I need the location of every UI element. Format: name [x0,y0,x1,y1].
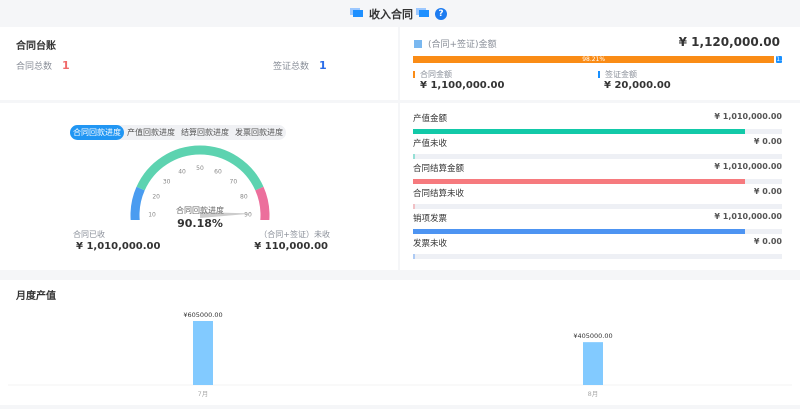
progress-card: 产值金额 ¥ 1,010,000.00 产值未收 ¥ 0.00 合同结算金额 ¥ 1,… [400,103,800,270]
progress-value: ¥ 1,010,000.00 [714,212,782,221]
tab-invoice-collection[interactable]: 发票回款进度 [235,128,283,137]
visa-total-label: 签证总数 [273,62,310,72]
progress-row: 产值未收 ¥ 0.00 [413,137,782,159]
gauge-tick-label: 50 [196,165,204,172]
progress-bar [413,129,782,134]
progress-bar-fill [413,154,415,159]
bar-data-label: ¥405000.00 [573,332,612,340]
gauge-tick-label: 80 [240,193,248,200]
gauge-tick-label: 90 [244,211,252,218]
gauge-tick-label: 40 [178,168,186,175]
gauge-tabs: 合同回款进度 产值回款进度 结算回款进度 发票回款进度 [70,125,286,140]
received-value: ¥ 1,010,000.00 [76,241,161,252]
gauge-tick-label: 20 [152,193,160,200]
gauge-tick-label: 10 [148,211,156,218]
help-icon[interactable]: ? [435,7,447,20]
contract-icon [419,10,429,17]
gauge-tick-label: 30 [163,178,171,185]
ledger-title: 合同台账 [16,41,56,52]
unreceived-value: ¥ 110,000.00 [254,241,328,252]
amount-card: (合同+签证)金额 ¥ 1,120,000.00 98.21% 1. 合同金额 … [400,27,800,100]
amount-total: ¥ 1,120,000.00 [678,35,780,49]
visa-total: 1 [319,59,327,72]
filter-icon [414,39,422,48]
bar [193,321,213,385]
unreceived-label: （合同+签证）未收 [259,230,330,239]
progress-row: 销项发票 ¥ 1,010,000.00 [413,212,782,234]
visa-amount-value: ¥ 20,000.00 [604,80,671,91]
contract-ratio-segment: 98.21% [413,56,775,63]
monthly-output-title: 月度产值 [16,291,56,302]
tab-contract-collection[interactable]: 合同回款进度 [70,125,124,140]
page-title: 收入合同 [369,7,413,21]
gauge-tick-label: 70 [230,178,238,185]
progress-label: 产值金额 [413,114,448,124]
progress-bar-fill [413,229,746,234]
visa-amount-label: 签证金额 [605,70,637,79]
progress-value: ¥ 0.00 [753,237,782,246]
progress-bar [413,154,782,159]
monthly-output-card: 月度产值 ¥605000.00 7月 ¥405000.00 8月 [0,280,800,405]
amount-label: (合同+签证)金额 [428,40,497,50]
progress-label: 发票未收 [413,239,448,249]
x-tick-label: 8月 [588,390,599,398]
visa-legend-marker [598,71,600,78]
progress-row: 发票未收 ¥ 0.00 [413,237,782,259]
tab-output-collection[interactable]: 产值回款进度 [127,128,175,137]
progress-value: ¥ 0.00 [753,187,782,196]
monthly-output-chart: ¥605000.00 7月 ¥405000.00 8月 [8,311,792,398]
progress-bar-fill [413,254,415,259]
tab-settlement-collection[interactable]: 结算回款进度 [181,128,229,137]
progress-bar [413,179,782,184]
contract-total-label: 合同总数 [16,62,53,72]
gauge-title: 合同回款进度 [176,206,224,215]
gauge-chart: 0102030405060708090100 [130,145,270,220]
ledger-card: 合同台账 合同总数 1 签证总数 1 [0,27,398,100]
progress-row: 合同结算金额 ¥ 1,010,000.00 [413,162,782,184]
visa-ratio-segment: 1. [776,56,782,63]
progress-bar-fill [413,179,746,184]
contract-legend-marker [413,71,415,78]
page-header: 收入合同 ? [0,0,800,27]
progress-row: 产值金额 ¥ 1,010,000.00 [413,112,782,134]
gauge-arc-segment [130,186,145,220]
progress-label: 产值未收 [413,139,448,149]
received-label: 合同已收 [73,230,105,239]
progress-label: 合同结算未收 [413,189,465,199]
gauge-pointer [199,212,253,218]
progress-label: 合同结算金额 [413,164,465,174]
progress-label: 销项发票 [413,214,448,224]
progress-bar-fill [413,129,746,134]
bar [583,342,603,385]
bar-data-label: ¥605000.00 [183,311,222,319]
progress-bar [413,204,782,209]
progress-bar-fill [413,204,415,209]
progress-bar [413,254,782,259]
progress-bar [413,229,782,234]
progress-value: ¥ 1,010,000.00 [714,162,782,171]
contract-amount-label: 合同金额 [420,70,452,79]
contract-icon [353,10,363,17]
contract-amount-value: ¥ 1,100,000.00 [420,80,505,91]
progress-value: ¥ 1,010,000.00 [714,112,782,121]
gauge-tick-label: 60 [214,168,222,175]
progress-row: 合同结算未收 ¥ 0.00 [413,187,782,209]
contract-total: 1 [62,59,70,72]
gauge-arc-segment [136,145,264,191]
progress-value: ¥ 0.00 [753,137,782,146]
x-tick-label: 7月 [198,390,209,398]
gauge-value: 90.18% [177,217,223,230]
amount-ratio-bar: 98.21% 1. [413,56,782,63]
gauge-arc-segment [255,186,270,220]
